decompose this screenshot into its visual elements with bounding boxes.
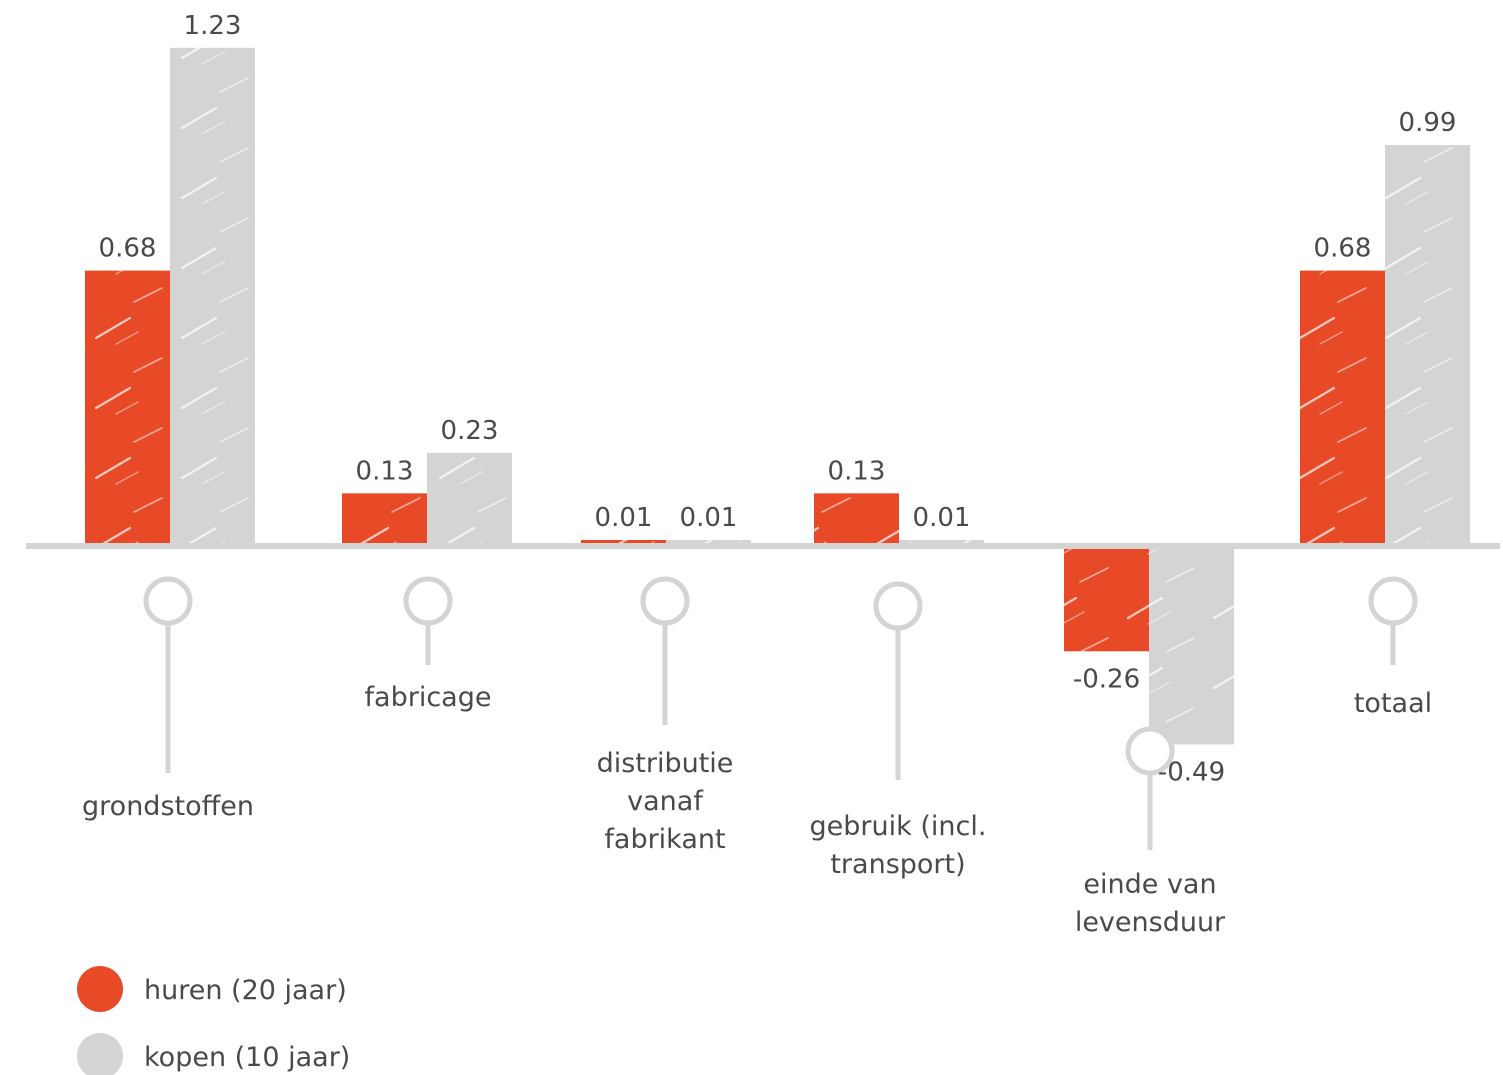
category-label-5: totaal: [1354, 688, 1432, 719]
data-label-kopen-4: -0.49: [1158, 757, 1225, 787]
data-label-kopen-1: 0.23: [441, 416, 499, 446]
data-label-huren-4: -0.26: [1073, 664, 1140, 694]
data-label-huren-1: 0.13: [356, 456, 414, 486]
bar-texture-kopen-5: [1385, 145, 1470, 547]
data-label-huren-0: 0.68: [99, 234, 157, 264]
bar-texture-huren-3: [814, 493, 899, 546]
connector-circle-1: [403, 576, 453, 626]
connector-circle-4: [1125, 726, 1175, 776]
bar-texture-kopen-1: [427, 452, 512, 546]
connector-circle-5: [1368, 576, 1418, 626]
category-label-3: gebruik (incl. transport): [810, 811, 987, 880]
connector-circle-3: [873, 581, 923, 631]
category-label-line: fabricage: [365, 682, 492, 713]
category-label-line: grondstoffen: [82, 791, 254, 822]
bar-texture-huren-5: [1300, 270, 1385, 546]
category-label-1: fabricage: [365, 682, 492, 713]
bar-texture-kopen-0: [170, 47, 255, 546]
data-label-huren-3: 0.13: [828, 456, 886, 486]
category-label-line: distributie: [597, 748, 734, 779]
category-label-line: totaal: [1354, 688, 1432, 719]
connector-circle-2: [640, 576, 690, 626]
bar-texture-kopen-4: [1149, 546, 1234, 745]
data-label-kopen-2: 0.01: [680, 503, 738, 533]
data-label-kopen-0: 1.23: [184, 11, 242, 41]
category-label-4: einde van levensduur: [1075, 869, 1226, 938]
category-label-2: distributie vanaf fabrikant: [597, 748, 734, 855]
connector-circle-0: [143, 576, 193, 626]
category-label-line: gebruik (incl.: [810, 811, 987, 842]
category-label-line: vanaf: [627, 786, 704, 817]
data-label-kopen-3: 0.01: [913, 503, 971, 533]
legend-label-1: kopen (10 jaar): [144, 1042, 350, 1073]
bar-texture-huren-0: [85, 270, 170, 546]
bar-texture-huren-1: [342, 493, 427, 546]
category-label-line: fabrikant: [604, 824, 725, 855]
category-label-line: einde van: [1083, 869, 1216, 900]
category-label-0: grondstoffen: [82, 791, 254, 822]
legend-label-0: huren (20 jaar): [144, 975, 347, 1006]
data-label-huren-2: 0.01: [595, 503, 653, 533]
category-label-line: transport): [830, 849, 965, 880]
legend-swatch-0: [77, 966, 123, 1012]
data-label-kopen-5: 0.99: [1399, 108, 1457, 138]
category-label-line: levensduur: [1075, 907, 1226, 938]
legend-swatch-1: [77, 1033, 123, 1075]
data-label-huren-5: 0.68: [1314, 234, 1372, 264]
bar-texture-huren-4: [1064, 546, 1149, 652]
